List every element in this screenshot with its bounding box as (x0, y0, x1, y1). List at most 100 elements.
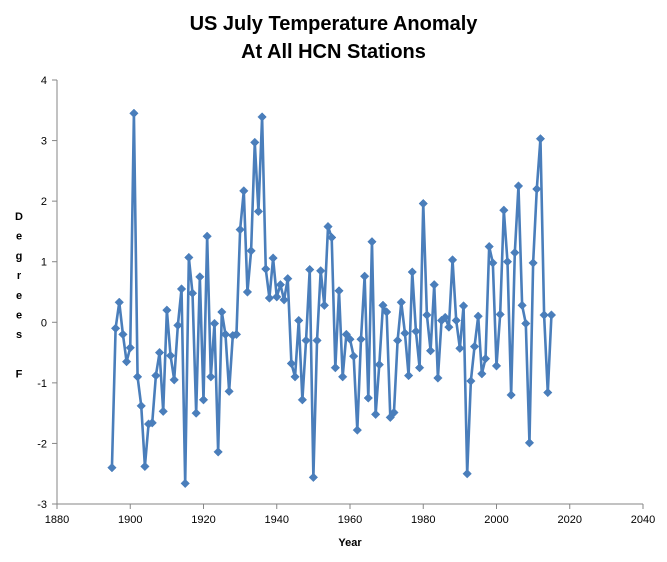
data-point (381, 307, 392, 317)
data-point (121, 357, 132, 367)
data-point (488, 258, 498, 268)
data-point (495, 309, 505, 320)
data-point (521, 318, 531, 329)
data-point (213, 447, 223, 457)
y-axis-title-letter: g (16, 250, 23, 262)
x-tick-label: 1900 (118, 514, 142, 526)
x-tick-label: 1880 (45, 514, 69, 526)
data-point (169, 375, 179, 385)
data-point (374, 360, 384, 370)
data-point (349, 351, 359, 361)
data-point (524, 438, 535, 448)
data-point (447, 255, 458, 265)
data-point (305, 264, 315, 275)
data-point (107, 463, 117, 473)
data-point (308, 472, 319, 483)
data-point (378, 300, 388, 310)
data-point (513, 181, 524, 191)
data-point (283, 274, 293, 284)
data-point (220, 329, 231, 340)
data-point (275, 280, 286, 290)
data-point (195, 272, 205, 282)
data-point (392, 335, 403, 346)
data-point (484, 241, 494, 252)
data-point (477, 369, 487, 379)
data-point (301, 335, 311, 346)
y-axis-title-letter: F (16, 369, 23, 381)
data-point (403, 370, 414, 381)
data-point (165, 350, 176, 361)
data-point (327, 232, 337, 243)
data-point (425, 346, 436, 356)
data-point (162, 305, 172, 315)
data-point (191, 408, 201, 418)
data-point (294, 315, 304, 326)
data-point (363, 393, 373, 403)
data-point (510, 247, 520, 258)
data-point (473, 311, 483, 321)
data-point (396, 297, 406, 307)
data-point (129, 108, 139, 118)
data-point (217, 307, 227, 317)
y-axis-ticks: -3 -2 -1 0 1 2 3 4 (37, 75, 57, 511)
data-point (114, 297, 124, 307)
data-point (543, 387, 553, 398)
chart-title-line-2: At All HCN Stations (241, 41, 426, 63)
data-point (433, 373, 443, 383)
x-tick-label: 1940 (265, 514, 289, 526)
y-axis-title-letter: D (15, 211, 23, 223)
data-point (184, 252, 194, 263)
data-point (506, 390, 516, 400)
x-tick-label: 1920 (191, 514, 215, 526)
y-tick-label: 3 (41, 136, 47, 148)
data-point (491, 361, 502, 371)
x-tick-label: 1960 (338, 514, 362, 526)
data-point (246, 246, 256, 256)
data-point (297, 395, 308, 405)
data-point (418, 198, 428, 209)
x-axis-title: Year (338, 537, 362, 549)
data-point (458, 301, 469, 311)
data-point (279, 295, 289, 305)
data-point (480, 353, 491, 364)
data-point (187, 288, 198, 298)
series-line (110, 112, 553, 485)
data-point (268, 253, 278, 263)
y-tick-label: 4 (41, 75, 47, 87)
data-point (209, 318, 220, 329)
data-point (264, 293, 275, 303)
data-point (257, 112, 267, 122)
chart-title-line-1: US July Temperature Anomaly (189, 13, 478, 35)
data-point (239, 186, 249, 196)
data-point (352, 425, 362, 435)
data-point (455, 343, 465, 353)
data-point (312, 335, 322, 346)
y-tick-label: -2 (37, 438, 47, 450)
data-point (469, 341, 480, 352)
x-tick-label: 1980 (411, 514, 435, 526)
data-point (451, 315, 461, 326)
y-tick-label: 0 (41, 317, 47, 329)
data-point (151, 370, 161, 381)
data-point (198, 395, 209, 405)
data-point (231, 329, 242, 340)
data-point (180, 478, 190, 489)
x-axis-ticks: 1880 1900 1920 1940 1960 1980 2000 2020 2040 (45, 504, 655, 526)
data-point (499, 205, 509, 215)
y-axis-title-letter: s (16, 329, 22, 341)
data-point (224, 386, 234, 396)
y-tick-label: -3 (37, 499, 47, 511)
data-point (334, 286, 344, 296)
data-point (154, 347, 165, 358)
data-point (206, 372, 216, 382)
data-point (517, 300, 527, 310)
data-point (466, 376, 476, 386)
data-point (422, 310, 432, 320)
data-point (235, 224, 245, 235)
data-point (502, 257, 513, 267)
data-point (290, 372, 300, 382)
data-point (250, 137, 260, 148)
data-point (528, 258, 538, 268)
